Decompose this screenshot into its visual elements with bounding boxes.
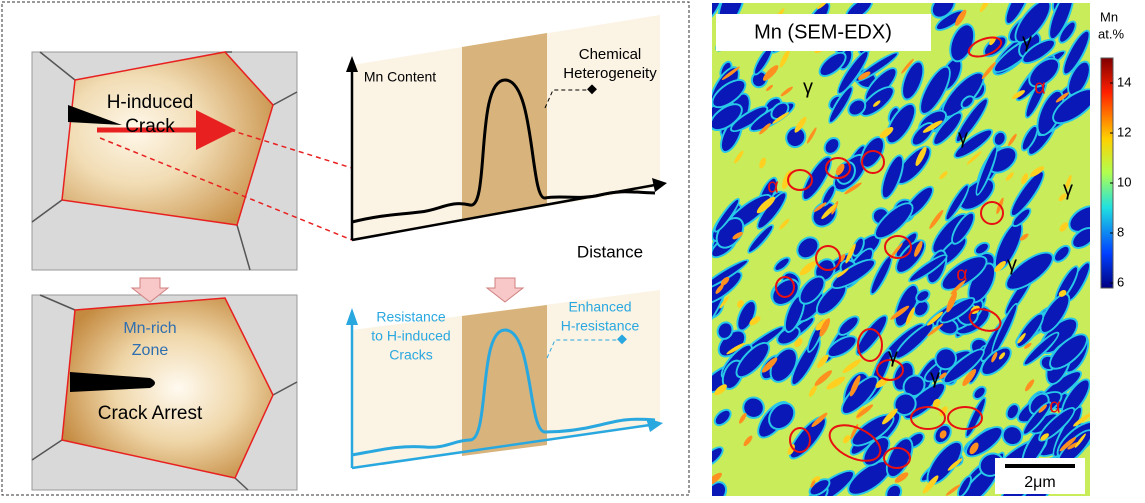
phase-label: γ [1007,253,1017,275]
phase-label: γ [1063,178,1073,200]
phase-label: α [1034,76,1046,98]
colorbar-title: at.% [1098,26,1124,41]
phase-label: γ [803,76,813,98]
colorbar-title: Mn [1100,9,1118,24]
colorbar-tick-label: 6 [1117,274,1124,289]
scale-label: 2μm [1024,474,1055,491]
phase-label: α [956,263,968,285]
colorbar [1101,58,1113,288]
grain-bottom: Mn-rich Zone Crack Arrest [32,295,297,490]
top-plot: Mn Content Chemical Heterogeneity Distan… [346,15,667,261]
y-label: Resistance [376,309,445,325]
grain-label: Crack [125,116,175,137]
bottom-plot: Resistance to H-induced Cracks Enhanced … [346,290,663,468]
arrest-label: Crack Arrest [98,403,203,424]
zone-label: Zone [132,342,169,359]
colorbar-tick-label: 8 [1117,224,1124,239]
phase-label: α [767,175,779,197]
phase-label: γ [1022,30,1032,52]
zone-label: Mn-rich [123,320,176,337]
grain-label: H-induced [107,92,194,113]
colorbar-tick-label: 14 [1117,74,1131,89]
phase-label: γ [888,345,898,367]
annotation: H-resistance [561,318,640,334]
y-label: Cracks [389,347,433,363]
colorbar-tick-label: 12 [1117,124,1131,139]
figure: H-induced Crack Mn-rich Zone Crack Arres… [0,0,1145,498]
colorbar-tick-label: 10 [1117,174,1131,189]
y-label: to H-induced [371,328,450,344]
annotation: Enhanced [568,299,631,315]
down-arrow [487,278,523,302]
grain-top: H-induced Crack [32,52,297,270]
annotation: Heterogeneity [563,65,657,82]
micro-title: Mn (SEM-EDX) [754,21,892,43]
micrograph [694,0,1107,498]
phase-label: α [1049,395,1061,417]
annotation: Chemical [579,46,642,63]
phase-label: γ [930,366,940,388]
phase-label: γ [958,126,968,148]
y-label: Mn Content [364,69,436,85]
x-label: Distance [577,242,643,261]
